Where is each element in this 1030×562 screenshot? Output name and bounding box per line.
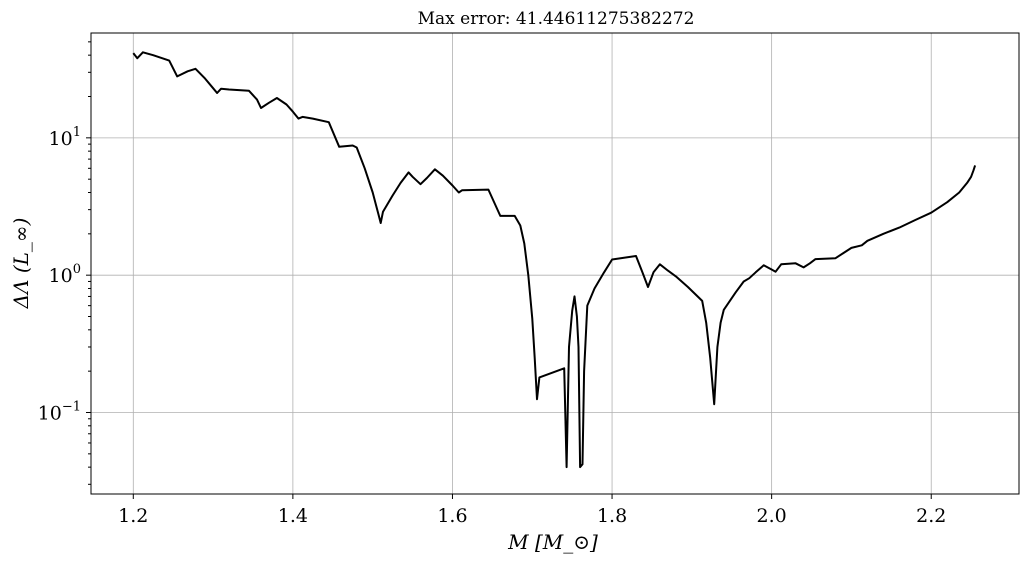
x-tick-label: 1.6 [437,505,467,527]
x-tick-label: 2.2 [916,505,946,527]
y-tick-label: 100 [49,262,81,287]
x-tick-label: 1.8 [597,505,627,527]
error-series-line [132,51,977,469]
y-tick-label: 101 [49,125,81,150]
plot-frame [90,32,1020,495]
y-axis-label: ΔΛ (L_∞) [9,218,33,310]
axis-ticks: 1.2 1.4 1.6 1.8 2.0 2.2 10−1 100 101 [38,41,946,527]
grid [91,33,1019,494]
y-tick-label: 10−1 [38,400,81,425]
x-tick-label: 1.2 [118,505,148,527]
x-tick-label: 1.4 [278,505,308,527]
x-tick-label: 2.0 [757,505,787,527]
x-axis-label: M [M_⊙] [507,530,598,554]
chart-title: Max error: 41.44611275382272 [418,9,695,29]
